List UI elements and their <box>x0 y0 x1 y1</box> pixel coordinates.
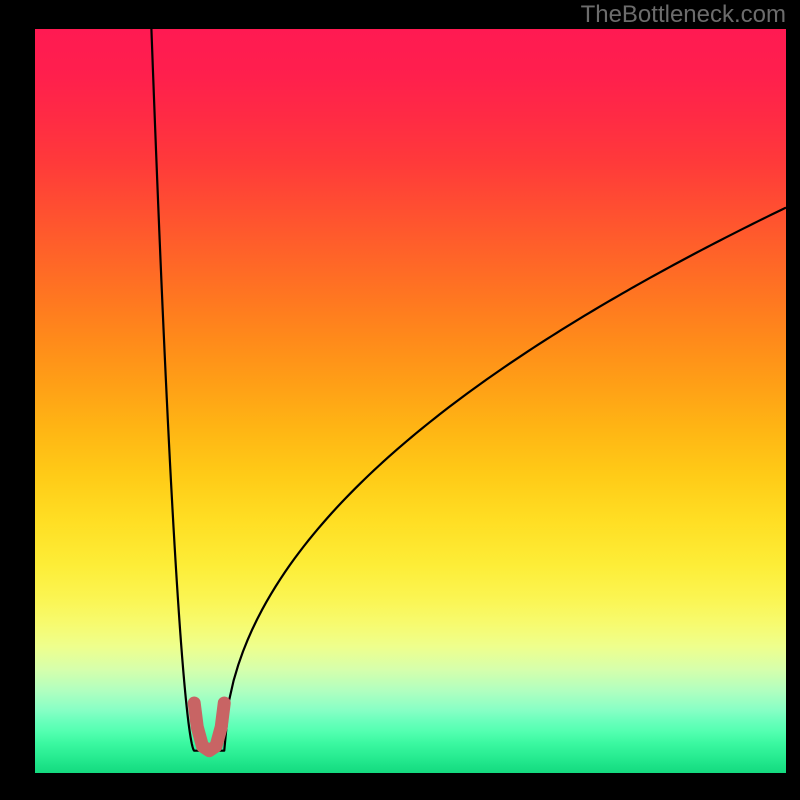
plot-background <box>35 29 786 773</box>
bottleneck-chart: TheBottleneck.com <box>0 0 800 800</box>
watermark-text: TheBottleneck.com <box>581 1 786 28</box>
